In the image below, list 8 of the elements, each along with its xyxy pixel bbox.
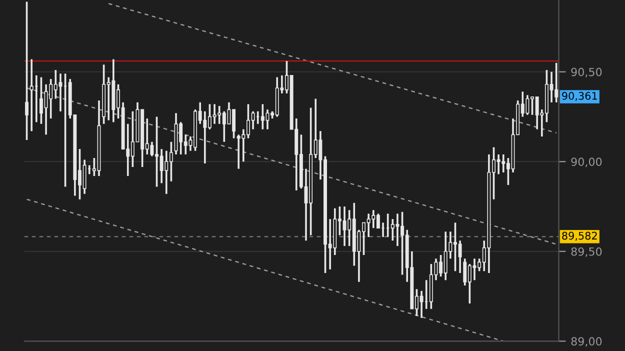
ref-line-label: 89,582: [562, 232, 597, 241]
y-tick-label: 89,00: [571, 337, 602, 347]
y-tick-label: 90,50: [571, 68, 602, 78]
candlestick: [30, 58, 34, 132]
y-tick-label: 89,50: [571, 247, 602, 257]
annotation: 90,361: [562, 92, 597, 101]
candlestick: [25, 0, 29, 141]
y-tick-label: 90,00: [571, 158, 602, 168]
